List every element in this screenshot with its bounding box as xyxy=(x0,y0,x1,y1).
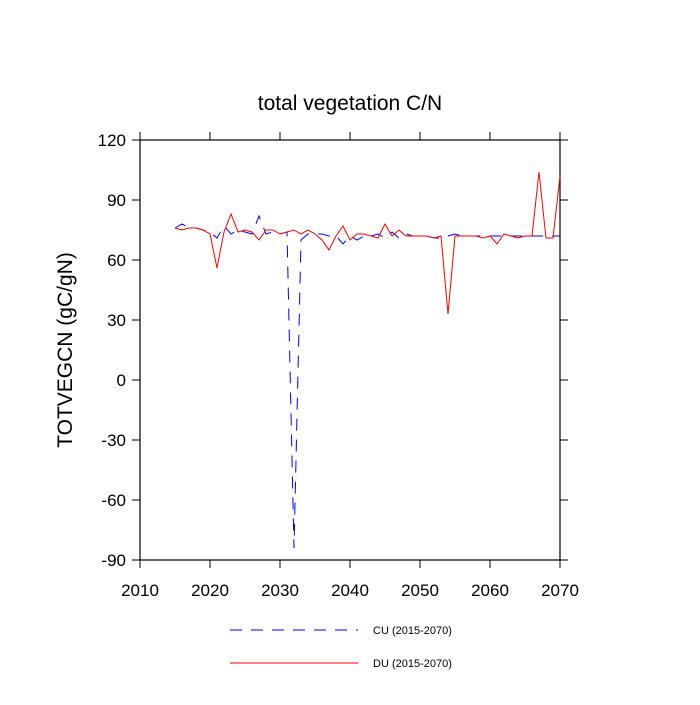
chart-title: total vegetation C/N xyxy=(258,92,442,115)
y-tick-label: -90 xyxy=(101,551,126,570)
y-tick-label: -30 xyxy=(101,431,126,450)
x-tick-label: 2050 xyxy=(401,581,439,600)
series-line xyxy=(174,214,560,549)
y-tick-label: 30 xyxy=(107,311,126,330)
y-tick-label: 120 xyxy=(98,131,126,150)
y-tick-label: -60 xyxy=(101,491,126,510)
legend-label: CU (2015-2070) xyxy=(373,625,452,637)
y-tick-label: 0 xyxy=(117,371,126,390)
legend-label: DU (2015-2070) xyxy=(373,658,452,670)
series-line xyxy=(174,171,561,315)
y-axis-label: TOTVEGCN (gC/gN) xyxy=(54,252,77,448)
x-tick-label: 2040 xyxy=(331,581,369,600)
x-tick-label: 2020 xyxy=(191,581,229,600)
x-tick-label: 2010 xyxy=(121,581,159,600)
y-tick-label: 90 xyxy=(107,191,126,210)
x-tick-label: 2070 xyxy=(541,581,579,600)
y-tick-label: 60 xyxy=(107,251,126,270)
x-tick-label: 2030 xyxy=(261,581,299,600)
x-tick-label: 2060 xyxy=(471,581,509,600)
